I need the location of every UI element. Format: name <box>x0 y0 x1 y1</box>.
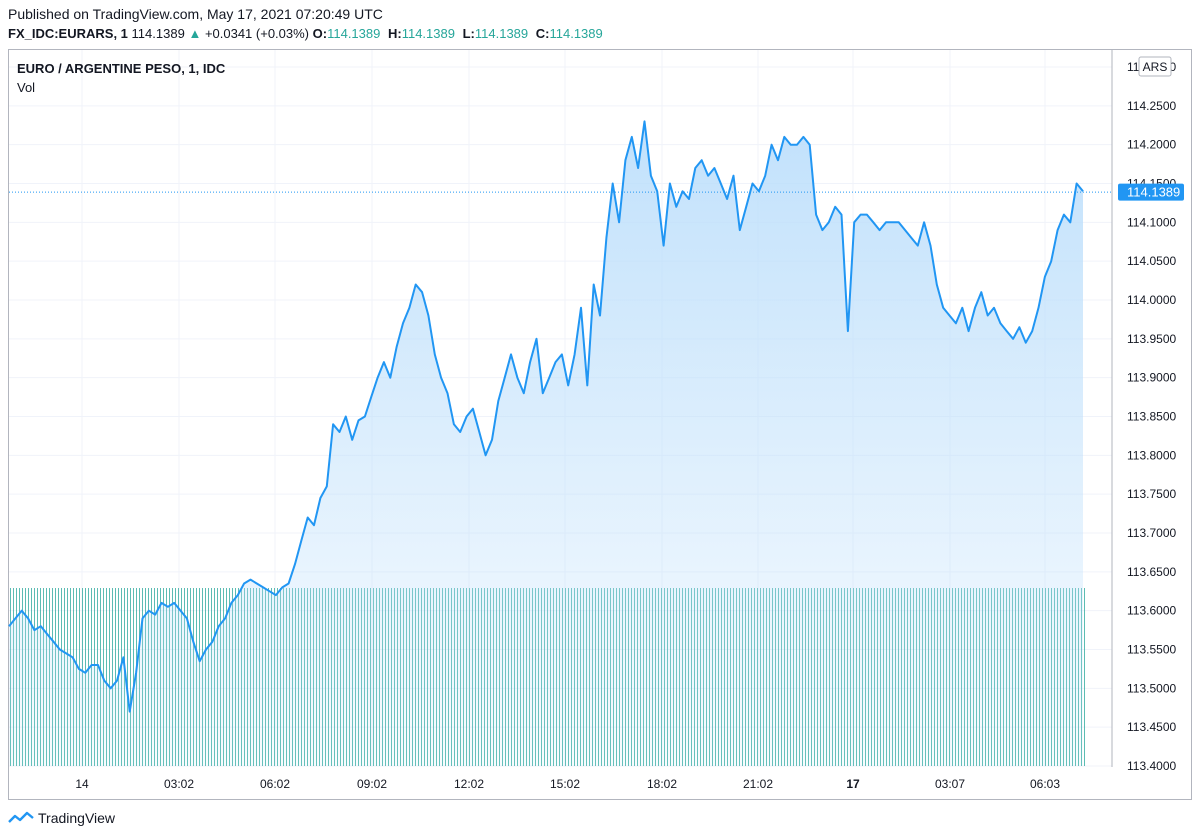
open-key: O: <box>312 26 328 41</box>
y-tick-label: 114.2500 <box>1127 99 1176 113</box>
volume-bar <box>1084 588 1085 766</box>
price-line <box>8 120 1084 713</box>
volume-bar <box>133 588 134 766</box>
close-key: C: <box>535 26 550 41</box>
symbol-label[interactable]: FX_IDC:EURARS, 1 <box>8 26 128 41</box>
footer: TradingView <box>8 810 115 826</box>
chart-frame <box>8 49 1192 800</box>
y-tick-label: 113.5500 <box>1127 643 1176 657</box>
volume-bar <box>109 588 110 766</box>
volume-bar <box>130 588 131 766</box>
volume-bar <box>112 588 113 766</box>
y-tick-label: 114.1000 <box>1127 215 1176 229</box>
x-tick-label: 06:02 <box>260 777 290 791</box>
y-tick-label: 113.9500 <box>1127 332 1176 346</box>
x-tick-label: 18:02 <box>647 777 677 791</box>
y-tick-label: 113.9000 <box>1127 371 1176 385</box>
published-line: Published on TradingView.com, May 17, 20… <box>8 6 383 22</box>
y-tick-label: 113.6500 <box>1127 565 1176 579</box>
price-axis: 113.4000 113.4500 113.5000 113.5500 113.6000… <box>1127 60 1176 773</box>
y-tick-label: 114.0500 <box>1127 254 1176 268</box>
x-tick-label: 09:02 <box>357 777 387 791</box>
chart-title: EURO / ARGENTINE PESO, 1, IDC <box>17 61 226 76</box>
y-tick-label: 113.5000 <box>1127 681 1176 695</box>
x-tick-label: 03:02 <box>164 777 194 791</box>
y-tick-label: 113.4000 <box>1127 759 1176 773</box>
last-price-label: 114.1389 <box>1127 185 1180 200</box>
x-tick-label: 12:02 <box>454 777 484 791</box>
y-tick-label: 114.0000 <box>1127 293 1176 307</box>
last-price-label-box <box>1118 183 1184 201</box>
footer-brand[interactable]: TradingView <box>38 810 116 826</box>
high-value: 114.1389 <box>401 26 455 41</box>
low-value: 114.1389 <box>474 26 529 41</box>
volume-label: Vol <box>17 80 36 95</box>
x-tick-label: 17 <box>846 777 860 791</box>
price-area-fill <box>9 121 1083 766</box>
close-value: 114.1389 <box>549 26 603 41</box>
y-tick-label: 113.8000 <box>1127 448 1176 462</box>
volume-bar <box>127 588 128 766</box>
x-tick-label: 03:07 <box>935 777 965 791</box>
y-tick-label: 113.4500 <box>1127 720 1176 734</box>
currency-badge: ARS <box>1143 60 1168 74</box>
tradingview-logo-icon[interactable] <box>8 810 34 826</box>
x-tick-label: 14 <box>75 777 89 791</box>
time-axis: 14 03:02 06:02 09:02 12:02 15:02 18:02 21:02 17 0… <box>75 777 1060 791</box>
volume-bar <box>106 588 107 766</box>
open-value: 114.1389 <box>327 26 381 41</box>
x-tick-label: 21:02 <box>743 777 773 791</box>
high-key: H: <box>387 26 402 41</box>
y-tick-label: 113.7000 <box>1127 526 1176 540</box>
x-tick-label: 15:02 <box>550 777 580 791</box>
low-key: L: <box>462 26 475 41</box>
y-tick-label: 113.7500 <box>1127 487 1176 501</box>
volume-bar <box>115 588 116 766</box>
last-price: 114.1389 <box>131 26 185 41</box>
price-change: +0.0341 (+0.03%) <box>204 26 310 41</box>
quote-bar: FX_IDC:EURARS, 1 114.1389 ▲ +0.0341 (+0.… <box>8 26 607 41</box>
x-tick-label: 06:03 <box>1030 777 1060 791</box>
currency-badge-box <box>1138 56 1172 77</box>
y-tick-label: 114.2000 <box>1127 138 1176 152</box>
y-tick-label: 113.8500 <box>1127 410 1176 424</box>
up-arrow-icon: ▲ <box>188 26 202 41</box>
y-tick-label: 113.6000 <box>1127 604 1176 618</box>
